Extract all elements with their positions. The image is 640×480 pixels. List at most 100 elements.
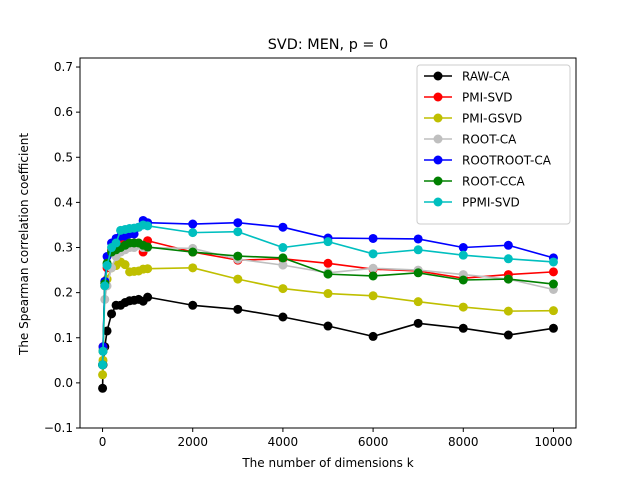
data-point [98, 346, 108, 356]
data-point [143, 221, 153, 231]
legend-entry: ROOTROOT-CA [424, 154, 552, 168]
axes-frame [79, 57, 577, 429]
legend-box [416, 64, 571, 225]
legend-entry: RAW-CA [424, 70, 510, 84]
data-point [503, 240, 513, 250]
data-point [98, 370, 108, 380]
data-point [233, 251, 243, 261]
data-point [323, 237, 333, 247]
data-point [233, 227, 243, 237]
data-point [458, 250, 468, 260]
data-point [548, 267, 558, 277]
legend-entry: PMI-GSVD [424, 112, 522, 126]
axis-ticks: 0 2000 4000 6000 8000 10000 −0.1 0.0 0.1 0.2 0.3 0.… [44, 60, 573, 449]
legend-label: PPMI-SVD [462, 196, 520, 210]
data-point [278, 253, 288, 263]
legend-entry: PPMI-SVD [424, 196, 520, 210]
legend-swatch-marker [433, 134, 443, 144]
y-tick-label: 0.7 [54, 60, 73, 74]
x-tick-label: 10000 [534, 435, 572, 449]
data-point [188, 228, 198, 238]
data-point [233, 304, 243, 314]
legend-swatch-marker [433, 197, 443, 207]
data-point [548, 323, 558, 333]
data-point [548, 257, 558, 267]
data-point [458, 243, 468, 253]
data-point [188, 263, 198, 273]
legend-swatch-marker [433, 71, 443, 81]
y-tick-label: 0.4 [54, 195, 73, 209]
data-point [548, 279, 558, 289]
data-point [323, 269, 333, 279]
data-point [323, 258, 333, 268]
x-tick-label: 6000 [358, 435, 389, 449]
data-point [143, 292, 153, 302]
x-tick-label: 2000 [177, 435, 208, 449]
data-point [188, 247, 198, 257]
data-point [233, 274, 243, 284]
y-tick-label: 0.6 [54, 105, 73, 119]
legend-label: ROOT-CA [462, 133, 517, 147]
data-point [323, 321, 333, 331]
legend-entry: PMI-SVD [424, 91, 513, 105]
x-tick-label: 4000 [268, 435, 299, 449]
data-point [102, 326, 112, 336]
y-tick-label: 0.2 [54, 286, 73, 300]
chart-title: SVD: MEN, p = 0 [268, 37, 388, 53]
data-point [368, 271, 378, 281]
data-point [458, 302, 468, 312]
data-point [503, 330, 513, 340]
data-point [278, 222, 288, 232]
data-point [503, 306, 513, 316]
legend-entry: ROOT-CA [424, 133, 517, 147]
data-point [413, 318, 423, 328]
data-point [368, 249, 378, 259]
data-point [368, 291, 378, 301]
legend-swatch-marker [433, 155, 443, 165]
y-tick-label: −0.1 [44, 421, 73, 435]
y-tick-label: 0.5 [54, 150, 73, 164]
data-point [98, 360, 108, 370]
data-point [188, 219, 198, 229]
data-point [143, 264, 153, 274]
legend-label: ROOT-CCA [462, 175, 526, 189]
data-point [120, 260, 130, 270]
series-ppmi-svd [98, 220, 558, 370]
plot-area [98, 215, 558, 393]
data-point [278, 312, 288, 322]
legend-label: RAW-CA [462, 70, 510, 84]
data-point [368, 263, 378, 273]
data-point [458, 275, 468, 285]
data-point [98, 383, 108, 393]
y-tick-label: 0.0 [54, 376, 73, 390]
data-point [100, 281, 110, 291]
y-tick-label: 0.1 [54, 331, 73, 345]
data-point [413, 297, 423, 307]
data-point [143, 242, 153, 252]
data-point [233, 218, 243, 228]
legend-entry: ROOT-CCA [424, 175, 526, 189]
x-tick-label: 0 [99, 435, 107, 449]
legend-swatch-marker [433, 113, 443, 123]
data-point [458, 323, 468, 333]
data-point [413, 245, 423, 255]
data-point [278, 260, 288, 270]
data-point [368, 233, 378, 243]
data-point [188, 300, 198, 310]
x-tick-label: 8000 [448, 435, 479, 449]
data-point [278, 243, 288, 253]
legend-label: PMI-GSVD [462, 112, 522, 126]
legend: RAW-CA PMI-SVD PMI-GSVD ROOT-CA ROOTROOT-CA R… [416, 64, 571, 225]
legend-label: PMI-SVD [462, 91, 513, 105]
y-axis-label: The Spearman correlation coefficient [17, 133, 31, 356]
data-point [102, 261, 112, 271]
data-point [368, 331, 378, 341]
data-point [107, 309, 117, 319]
x-axis-label: The number of dimensions k [241, 456, 413, 470]
legend-swatch-marker [433, 92, 443, 102]
data-point [323, 289, 333, 299]
data-point [111, 238, 121, 248]
data-point [413, 268, 423, 278]
data-point [503, 274, 513, 284]
